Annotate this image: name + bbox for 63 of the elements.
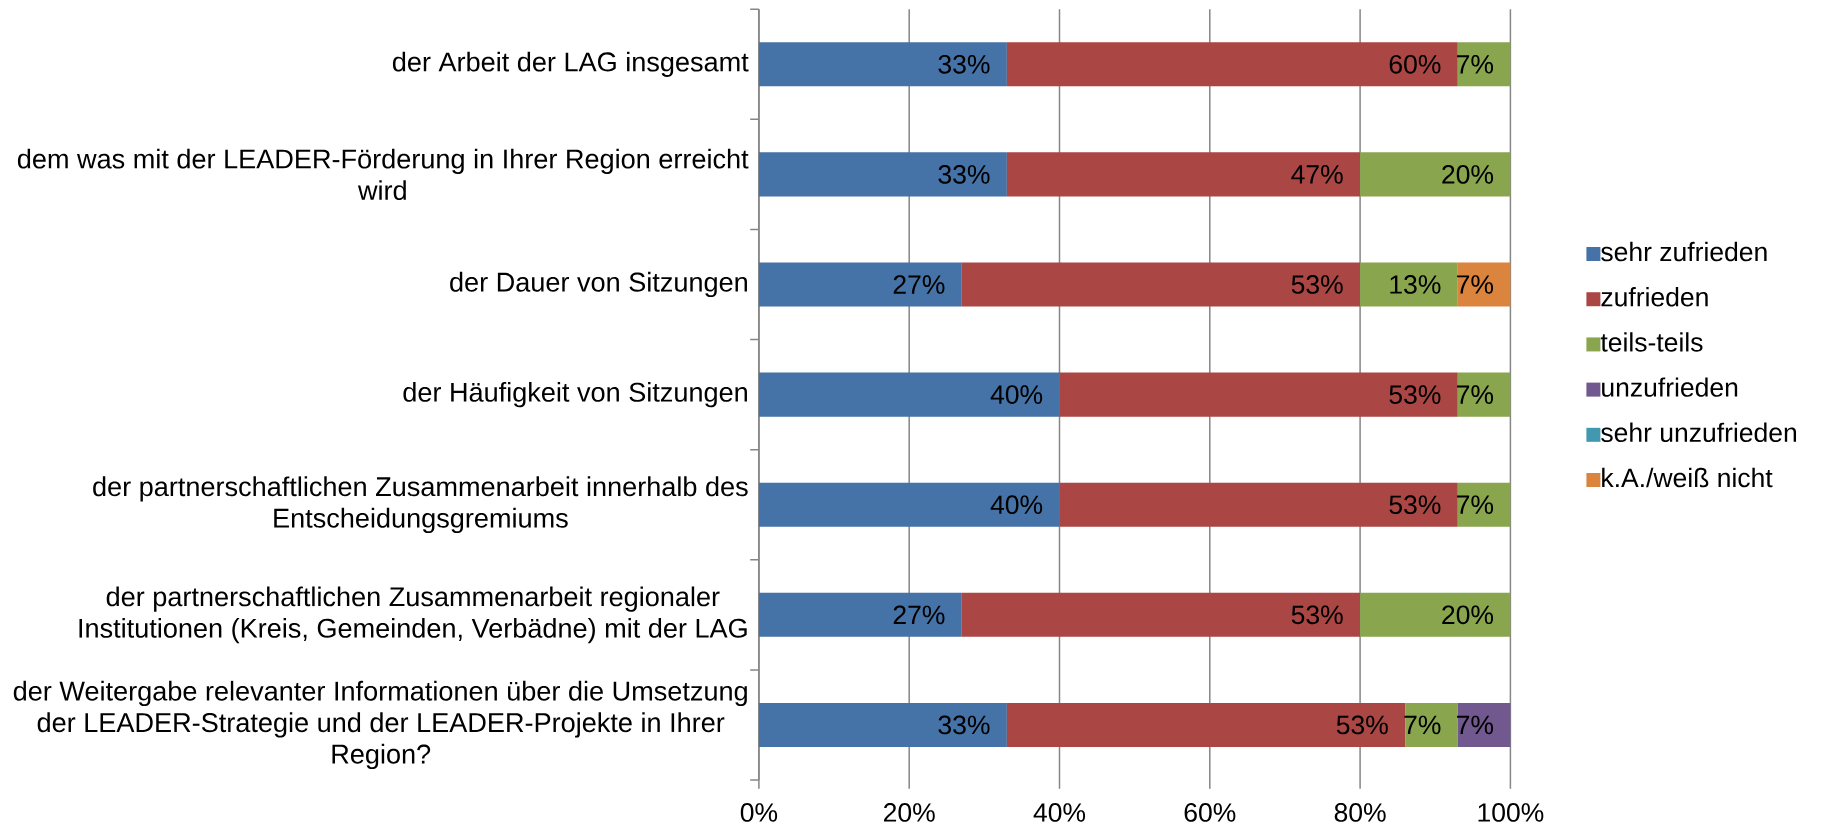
bar xyxy=(758,372,1060,417)
data-label: 53% xyxy=(1291,605,1343,625)
y-tick-label: der partnerschaftlichen Zusammenarbeit innerhalb des Entscheidungsgremiums xyxy=(93,476,748,534)
x-tick-label: 80% xyxy=(1334,803,1386,822)
data-label: 40% xyxy=(990,385,1043,404)
bar xyxy=(1457,262,1511,307)
bar xyxy=(758,482,1060,527)
bar xyxy=(1006,152,1361,197)
bar xyxy=(1059,482,1458,527)
data-label: 53% xyxy=(1291,275,1343,294)
data-label: 7% xyxy=(1457,55,1494,74)
legend-label: sehr unzufrieden xyxy=(1601,422,1797,443)
data-label: 27% xyxy=(893,605,945,625)
x-tick-label: 100% xyxy=(1478,803,1544,822)
legend-label: sehr zufrieden xyxy=(1601,241,1767,262)
bar xyxy=(758,152,1007,197)
data-label: 33% xyxy=(938,715,990,735)
data-label: 40% xyxy=(990,495,1043,515)
bar xyxy=(758,592,962,637)
legend-label: unzufrieden xyxy=(1602,377,1738,397)
bar xyxy=(1457,482,1511,527)
y-tick-label: der Häufigkeit von Sitzungen xyxy=(403,381,747,408)
data-label: 53% xyxy=(1336,715,1388,735)
data-label: 53% xyxy=(1389,495,1441,515)
bar xyxy=(1457,372,1511,417)
data-label: 53% xyxy=(1389,385,1441,404)
bar xyxy=(961,592,1361,637)
data-label: 27% xyxy=(893,275,945,294)
bar xyxy=(961,262,1361,307)
data-label: 60% xyxy=(1389,54,1441,74)
bar xyxy=(758,42,1007,87)
bar xyxy=(758,262,962,307)
y-tick-label: der partnerschaftlichen Zusammenarbeit regionaler Institutionen (Kreis, Gemeinden, Verbädne) mit der LAG xyxy=(79,586,747,644)
data-label: 20% xyxy=(1442,165,1494,184)
legend-label: zufrieden xyxy=(1601,287,1708,307)
bar xyxy=(758,702,1007,747)
bar xyxy=(1360,152,1511,197)
bar xyxy=(1360,592,1511,637)
bar xyxy=(1360,262,1458,307)
data-label: 7% xyxy=(1457,275,1494,294)
data-label: 20% xyxy=(1442,605,1494,625)
bar xyxy=(1006,702,1406,747)
legend-label: k.A./weiß nicht xyxy=(1602,467,1773,488)
data-label: 47% xyxy=(1291,165,1343,184)
y-tick-label: der Arbeit der LAG insgesamt xyxy=(392,51,749,77)
bar xyxy=(1457,42,1511,87)
data-label: 33% xyxy=(938,165,990,184)
x-tick-label: 20% xyxy=(884,803,935,822)
x-tick-label: 60% xyxy=(1184,803,1236,822)
bar xyxy=(1006,42,1458,87)
bar xyxy=(1457,702,1511,747)
bar xyxy=(1059,372,1458,417)
x-tick-label: 0% xyxy=(740,803,778,822)
legend-label: teils-teils xyxy=(1600,332,1703,352)
data-label: 33% xyxy=(938,54,990,74)
data-label: 7% xyxy=(1457,495,1494,514)
y-tick-label: der Weitergabe relevanter Informationen über die Umsetzung der LEADER-Strategie und der LEADER-Projekte in Ihrer Region? xyxy=(13,680,747,770)
data-label: 7% xyxy=(1457,385,1494,404)
y-tick-label: der Dauer von Sitzungen xyxy=(450,271,747,298)
data-label: 7% xyxy=(1457,715,1494,735)
x-tick-label: 40% xyxy=(1033,803,1086,822)
data-label: 13% xyxy=(1390,275,1441,294)
y-tick-label: dem was mit der LEADER-Förderung in Ihrer Region erreicht wird xyxy=(17,148,749,201)
